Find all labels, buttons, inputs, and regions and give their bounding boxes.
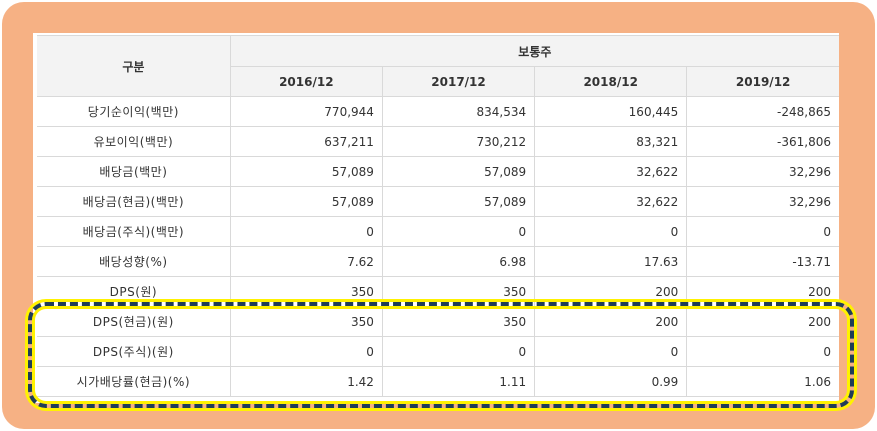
table-row: 유보이익(백만) 637,211 730,212 83,321 -361,806 bbox=[37, 126, 839, 157]
value-cell: 0 bbox=[686, 336, 839, 367]
table-row: 배당금(현금)(백만) 57,089 57,089 32,622 32,296 bbox=[37, 186, 839, 217]
common-stock-header: 보통주 bbox=[229, 35, 839, 67]
value-cell: 637,211 bbox=[229, 126, 383, 157]
value-cell: 1.42 bbox=[229, 366, 383, 397]
value-cell: 7.62 bbox=[229, 246, 383, 277]
value-cell: 350 bbox=[381, 306, 536, 337]
category-header: 구분 bbox=[37, 35, 231, 97]
table-row: DPS(원) 350 350 200 200 bbox=[37, 276, 839, 307]
value-cell: 32,622 bbox=[534, 156, 688, 187]
value-cell: -13.71 bbox=[686, 246, 839, 277]
row-label: DPS(원) bbox=[37, 276, 231, 307]
value-cell: 200 bbox=[686, 306, 839, 337]
value-cell: 0 bbox=[381, 336, 536, 367]
value-cell: 200 bbox=[534, 306, 688, 337]
table-body: 당기순이익(백만) 770,944 834,534 160,445 -248,865 유보… bbox=[37, 96, 839, 397]
row-label: DPS(현금)(원) bbox=[37, 306, 231, 337]
table-row: 당기순이익(백만) 770,944 834,534 160,445 -248,865 bbox=[37, 96, 839, 127]
row-label: 시가배당률(현금)(%) bbox=[37, 366, 231, 397]
value-cell: 6.98 bbox=[381, 246, 536, 277]
value-cell: 200 bbox=[534, 276, 688, 307]
value-cell: 200 bbox=[686, 276, 839, 307]
value-cell: 32,296 bbox=[686, 156, 839, 187]
value-cell: 350 bbox=[381, 276, 536, 307]
row-label: 유보이익(백만) bbox=[37, 126, 231, 157]
row-label: 배당금(백만) bbox=[37, 156, 231, 187]
row-label: 배당성향(%) bbox=[37, 246, 231, 277]
value-cell: -248,865 bbox=[686, 96, 839, 127]
value-cell: 1.06 bbox=[686, 366, 839, 397]
value-cell: 350 bbox=[229, 276, 383, 307]
row-label: 배당금(주식)(백만) bbox=[37, 216, 231, 247]
value-cell: 730,212 bbox=[381, 126, 536, 157]
header-row-years: 2016/12 2017/12 2018/12 2019/12 bbox=[37, 66, 839, 97]
value-cell: 834,534 bbox=[381, 96, 536, 127]
header-row-group: 구분 보통주 bbox=[37, 35, 839, 97]
table-row: 배당성향(%) 7.62 6.98 17.63 -13.71 bbox=[37, 246, 839, 277]
value-cell: 0 bbox=[381, 216, 536, 247]
value-cell: 17.63 bbox=[534, 246, 688, 277]
value-cell: 32,296 bbox=[686, 186, 839, 217]
table-row: 시가배당률(현금)(%) 1.42 1.11 0.99 1.06 bbox=[37, 366, 839, 397]
year-header: 2018/12 bbox=[534, 66, 688, 97]
year-header: 2019/12 bbox=[686, 66, 839, 97]
year-header: 2017/12 bbox=[381, 66, 536, 97]
value-cell: -361,806 bbox=[686, 126, 839, 157]
table-row: DPS(현금)(원) 350 350 200 200 bbox=[37, 306, 839, 337]
value-cell: 0.99 bbox=[534, 366, 688, 397]
value-cell: 0 bbox=[534, 216, 688, 247]
value-cell: 160,445 bbox=[534, 96, 688, 127]
value-cell: 0 bbox=[229, 216, 383, 247]
value-cell: 770,944 bbox=[229, 96, 383, 127]
value-cell: 0 bbox=[229, 336, 383, 367]
table-row: DPS(주식)(원) 0 0 0 0 bbox=[37, 336, 839, 367]
table-row: 배당금(주식)(백만) 0 0 0 0 bbox=[37, 216, 839, 247]
value-cell: 0 bbox=[686, 216, 839, 247]
row-label: DPS(주식)(원) bbox=[37, 336, 231, 367]
value-cell: 57,089 bbox=[229, 156, 383, 187]
row-label: 당기순이익(백만) bbox=[37, 96, 231, 127]
value-cell: 57,089 bbox=[381, 156, 536, 187]
row-label: 배당금(현금)(백만) bbox=[37, 186, 231, 217]
value-cell: 57,089 bbox=[229, 186, 383, 217]
value-cell: 57,089 bbox=[381, 186, 536, 217]
year-header: 2016/12 bbox=[230, 66, 383, 97]
value-cell: 32,622 bbox=[534, 186, 688, 217]
table-row: 배당금(백만) 57,089 57,089 32,622 32,296 bbox=[37, 156, 839, 187]
dividend-table: 구분 보통주 2016/12 2017/12 2018/12 2019/12 당… bbox=[37, 35, 839, 397]
value-cell: 1.11 bbox=[381, 366, 536, 397]
value-cell: 350 bbox=[229, 306, 383, 337]
value-cell: 0 bbox=[534, 336, 688, 367]
value-cell: 83,321 bbox=[534, 126, 688, 157]
